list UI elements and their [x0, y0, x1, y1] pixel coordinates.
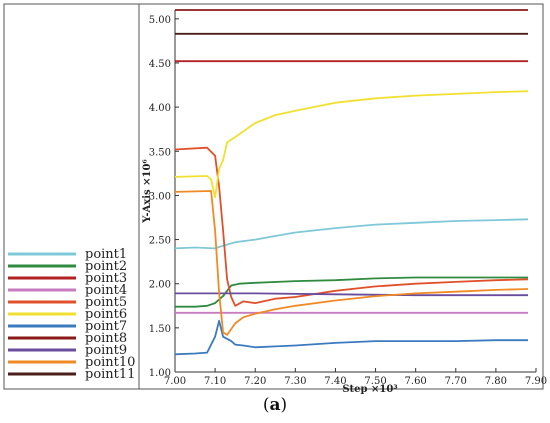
legend-items: point1point2point3point4point5point6poin…: [8, 247, 135, 382]
x-tick-label: 7.60: [405, 376, 427, 387]
y-tick-label: 3.50: [149, 147, 171, 158]
x-tick-label: 7.10: [204, 376, 226, 387]
x-axis-label: Step ×10³: [342, 384, 397, 395]
legend-label-point11: point11: [85, 367, 135, 382]
y-tick-label: 3.00: [149, 191, 171, 202]
caption-close: ): [280, 395, 288, 415]
x-tick-label: 7.90: [525, 376, 547, 387]
y-axis-label: Y-Axis ×10⁶: [142, 159, 153, 224]
series-line-point5: [174, 146, 529, 307]
series-line-point2: [175, 276, 528, 308]
series-line-point7: [174, 319, 528, 356]
x-tick-label: 7.20: [244, 376, 266, 387]
y-tick-label: 2.00: [149, 280, 171, 291]
x-tick-label: 7.40: [324, 376, 346, 387]
y-tick-label: 1.50: [149, 324, 171, 335]
y-tick-label: 2.50: [149, 236, 171, 247]
axes: 1.00 1.50 2.00 2.50 3.00 3.50 4.00 4.50 5.00 7.00…: [142, 10, 547, 395]
y-tick-label: 4.00: [149, 103, 171, 114]
figure-caption: (a): [0, 395, 550, 415]
series-line-point10: [174, 190, 529, 336]
legend-label-point2: point2: [85, 259, 127, 274]
x-tick-label: 7.00: [164, 376, 186, 387]
legend-label-point4: point4: [85, 283, 127, 298]
caption-open: (: [262, 395, 270, 415]
legend-label-point9: point9: [85, 343, 127, 358]
y-tick-label: 4.50: [149, 59, 171, 70]
legend-label-point5: point5: [85, 295, 127, 310]
x-tick-label: 7.80: [485, 376, 507, 387]
y-tick-label: 5.00: [149, 15, 171, 26]
series-line-point9: [175, 292, 528, 297]
x-tick-label: 7.70: [445, 376, 467, 387]
caption-letter: a: [269, 395, 281, 415]
legend-label-point7: point7: [85, 319, 127, 334]
plot-frame: [138, 3, 544, 390]
legend-label-point10: point10: [85, 355, 135, 370]
series-line-point6: [174, 90, 529, 199]
y-tick-label: 1.00: [149, 368, 171, 379]
series-group: [174, 9, 529, 356]
legend-label-point3: point3: [85, 271, 127, 286]
plot-area: [138, 3, 544, 390]
x-tick-label: 7.30: [284, 376, 306, 387]
x-tick-label: 7.50: [364, 376, 386, 387]
legend-label-point6: point6: [85, 307, 127, 322]
legend-label-point8: point8: [85, 331, 127, 346]
legend-label-point1: point1: [85, 247, 127, 262]
